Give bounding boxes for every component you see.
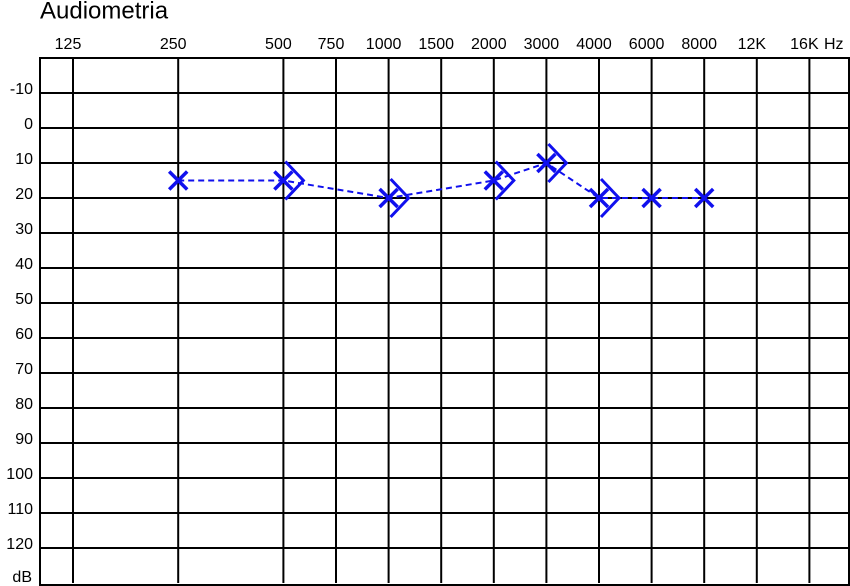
x-tick-label: 2000: [471, 36, 507, 53]
y-tick-label: 50: [15, 291, 33, 308]
y-tick-label: 40: [15, 256, 33, 273]
y-tick-label: 120: [6, 536, 33, 553]
x-tick-label: 16K: [790, 36, 819, 53]
y-tick-label: 100: [6, 466, 33, 483]
marker-x: [378, 187, 399, 209]
marker-x: [167, 170, 189, 191]
y-tick-label: 10: [15, 151, 33, 168]
x-tick-label: 4000: [576, 36, 612, 53]
x-tick-label: 1500: [418, 36, 454, 53]
marker-x: [536, 152, 557, 174]
x-tick-label: 500: [265, 36, 292, 53]
x-tick-label: 1000: [366, 36, 402, 53]
y-tick-label: 110: [7, 501, 33, 518]
y-tick-label: 70: [15, 361, 33, 378]
x-tick-label: 12K: [738, 36, 767, 53]
y-tick-label: 0: [24, 116, 33, 133]
plot-frame: [39, 57, 850, 586]
marker-bracket: [284, 160, 306, 201]
x-tick-label: 6000: [629, 36, 665, 53]
chart-title: Audiometria: [40, 0, 169, 24]
marker-x: [641, 187, 662, 209]
y-axis-label: dB: [12, 569, 32, 586]
x-tick-label: 3000: [524, 36, 560, 53]
y-tick-label: 20: [15, 186, 33, 203]
marker-x: [483, 170, 505, 191]
x-axis-label: Hz: [824, 36, 844, 53]
y-tick-label: 90: [15, 431, 33, 448]
marker-x: [588, 187, 610, 209]
marker-x: [693, 187, 715, 209]
y-tick-label: 30: [15, 221, 33, 238]
x-tick-label: 8000: [681, 36, 717, 53]
y-tick-label: 60: [15, 326, 33, 343]
marker-bracket: [494, 160, 516, 201]
x-tick-label: 125: [55, 36, 82, 53]
x-tick-label: 750: [318, 36, 345, 53]
y-tick-label: -10: [10, 81, 33, 98]
x-tick-label: 250: [160, 36, 187, 53]
marker-bracket: [547, 142, 569, 184]
marker-bracket: [389, 177, 411, 219]
marker-bracket: [599, 177, 622, 219]
marker-x: [273, 170, 294, 191]
y-tick-label: 80: [15, 396, 33, 413]
